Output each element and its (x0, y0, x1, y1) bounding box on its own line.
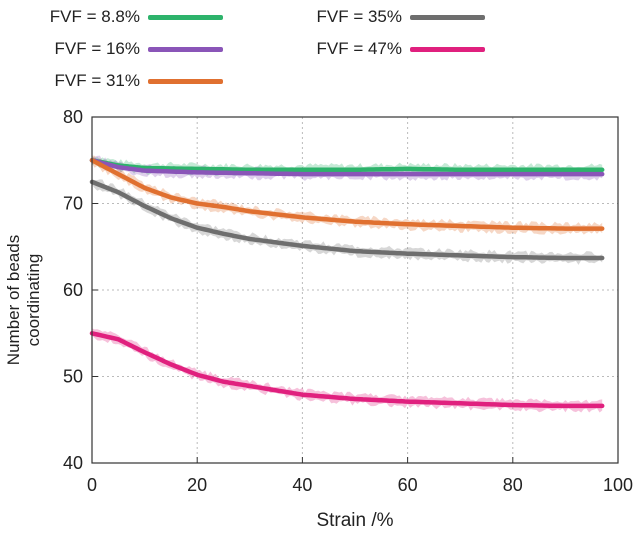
legend-label: FVF = 31% (54, 71, 140, 90)
legend-item-fvf-47: FVF = 47% (272, 38, 485, 60)
series-line (89, 331, 605, 409)
legend-item-fvf-8-8: FVF = 8.8% (10, 6, 223, 28)
legend-swatch (148, 14, 223, 20)
series-lines (89, 158, 605, 409)
x-tick-label: 0 (87, 475, 97, 495)
legend-item-fvf-16: FVF = 16% (10, 38, 223, 60)
series-line (89, 179, 605, 261)
series-line (89, 158, 605, 173)
axis-ticks: 0 20 40 60 80 100 40 50 60 70 80 (63, 107, 633, 495)
legend-swatch (148, 46, 223, 52)
y-axis-label: Number of beads coordinating (4, 234, 43, 366)
y-tick-label: 40 (63, 453, 83, 473)
x-tick-label: 20 (187, 475, 207, 495)
legend-item-fvf-35: FVF = 35% (272, 6, 485, 28)
series-line (89, 158, 605, 177)
legend-label: FVF = 35% (316, 7, 402, 26)
y-tick-label: 70 (63, 194, 83, 214)
x-tick-label: 60 (398, 475, 418, 495)
x-tick-label: 40 (292, 475, 312, 495)
y-tick-label: 50 (63, 367, 83, 387)
y-tick-label: 80 (63, 107, 83, 127)
legend-swatch (410, 46, 485, 52)
legend-swatch (148, 78, 223, 84)
x-tick-label: 100 (603, 475, 633, 495)
legend-swatch (410, 14, 485, 20)
x-axis-label: Strain /% (316, 510, 394, 531)
series-line (89, 158, 605, 231)
legend-label: FVF = 8.8% (49, 7, 140, 26)
legend-label: FVF = 47% (316, 39, 402, 58)
y-tick-label: 60 (63, 280, 83, 300)
series-noise-bands (92, 155, 603, 413)
legend-label: FVF = 16% (54, 39, 140, 58)
legend-item-fvf-31: FVF = 31% (10, 70, 223, 92)
x-tick-label: 80 (503, 475, 523, 495)
